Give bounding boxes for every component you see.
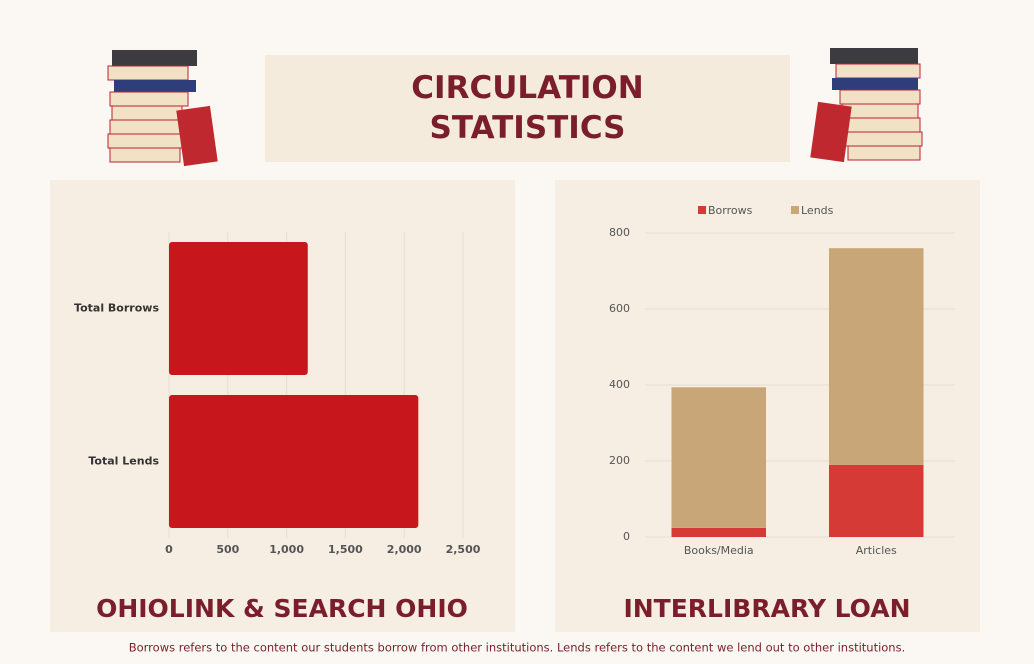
chart-title: INTERLIBRARY LOAN bbox=[623, 594, 910, 623]
legend-swatch bbox=[698, 206, 706, 214]
bar bbox=[169, 395, 418, 528]
footnote: Borrows refers to the content our studen… bbox=[129, 641, 906, 655]
legend-label: Borrows bbox=[708, 204, 753, 217]
infographic: CIRCULATION STATISTICS Borrows refers to… bbox=[0, 0, 1034, 664]
x-tick-label: Books/Media bbox=[684, 544, 754, 557]
y-tick-label: 400 bbox=[609, 378, 630, 391]
chart-title: OHIOLINK & SEARCH OHIO bbox=[96, 594, 468, 623]
y-tick-label: 600 bbox=[609, 302, 630, 315]
x-tick-label: 1,500 bbox=[328, 543, 363, 556]
bar-segment bbox=[672, 528, 767, 537]
y-tick-label: 200 bbox=[609, 454, 630, 467]
x-tick-label: Articles bbox=[856, 544, 897, 557]
y-tick-label: Total Borrows bbox=[74, 302, 159, 315]
main-title: CIRCULATION STATISTICS bbox=[403, 68, 653, 148]
x-tick-label: 1,000 bbox=[269, 543, 304, 556]
x-tick-label: 0 bbox=[165, 543, 173, 556]
y-tick-label: Total Lends bbox=[88, 455, 159, 468]
legend-label: Lends bbox=[801, 204, 834, 217]
x-tick-label: 2,500 bbox=[446, 543, 481, 556]
bar-segment bbox=[829, 465, 924, 537]
x-tick-label: 2,000 bbox=[387, 543, 422, 556]
bar bbox=[169, 242, 308, 375]
bar-segment bbox=[829, 248, 924, 465]
y-tick-label: 0 bbox=[623, 530, 630, 543]
bar-segment bbox=[672, 387, 767, 528]
y-tick-label: 800 bbox=[609, 226, 630, 239]
legend-swatch bbox=[791, 206, 799, 214]
title-wrap: CIRCULATION STATISTICS bbox=[300, 60, 755, 160]
x-tick-label: 500 bbox=[216, 543, 239, 556]
